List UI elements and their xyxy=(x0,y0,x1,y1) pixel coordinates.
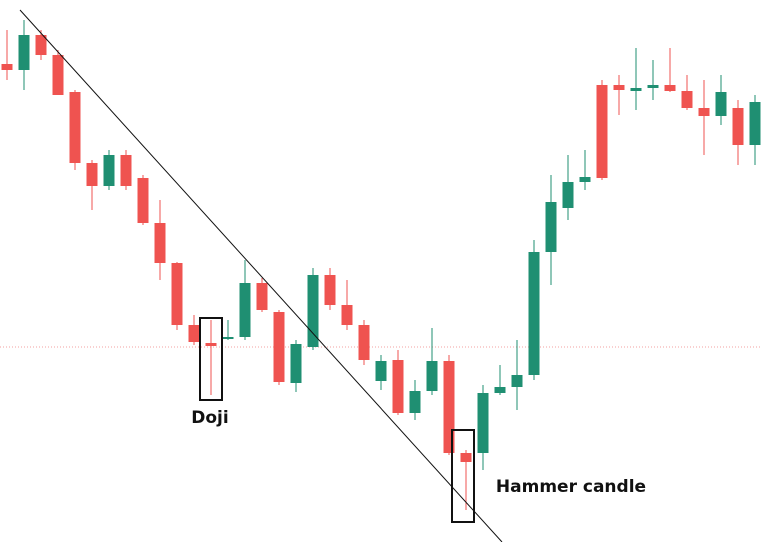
candle-body xyxy=(120,155,132,186)
candle-body xyxy=(562,182,574,208)
candle-body xyxy=(749,102,761,145)
candle-body xyxy=(630,88,642,91)
candle-body xyxy=(307,275,319,347)
candle-body xyxy=(528,252,540,375)
candle-body xyxy=(137,178,149,223)
candle-body xyxy=(460,453,472,462)
candle-body xyxy=(409,391,421,413)
candle-body xyxy=(290,344,302,383)
candle-body xyxy=(341,305,353,325)
hammer-label: Hammer candle xyxy=(496,477,646,497)
candle-body xyxy=(171,263,183,325)
candle-body xyxy=(443,361,455,453)
doji-label: Doji xyxy=(191,408,228,428)
candle-body xyxy=(392,360,404,413)
candle-body xyxy=(477,393,489,453)
candle-body xyxy=(494,387,506,393)
candle-body xyxy=(647,85,659,88)
candle-body xyxy=(375,361,387,381)
doji-box xyxy=(199,317,223,401)
trend-line xyxy=(19,9,503,542)
candle-body xyxy=(35,35,47,55)
candle-body xyxy=(715,92,727,116)
candle-body xyxy=(86,163,98,186)
candle-body xyxy=(613,85,625,90)
candle-body xyxy=(69,92,81,163)
candle-body xyxy=(222,337,234,339)
candle-body xyxy=(273,312,285,382)
candle-body xyxy=(256,283,268,310)
candles xyxy=(1,20,761,510)
candle-body xyxy=(732,108,744,145)
candle-body xyxy=(545,202,557,252)
candle-body xyxy=(205,343,217,346)
candle-body xyxy=(188,325,200,342)
candle-body xyxy=(103,155,115,186)
candle-body xyxy=(239,283,251,337)
candle-body xyxy=(579,177,591,182)
candle-body xyxy=(358,325,370,360)
candle-body xyxy=(664,85,676,91)
candle-body xyxy=(511,375,523,387)
candle-body xyxy=(596,85,608,178)
hammer-box xyxy=(451,429,475,523)
candle-body xyxy=(324,275,336,305)
candle-body xyxy=(681,91,693,108)
candle-body xyxy=(698,108,710,116)
candle-body xyxy=(52,55,64,95)
candle-body xyxy=(18,35,30,70)
candle-body xyxy=(1,64,13,70)
candle-body xyxy=(426,361,438,391)
candle-body xyxy=(154,223,166,263)
